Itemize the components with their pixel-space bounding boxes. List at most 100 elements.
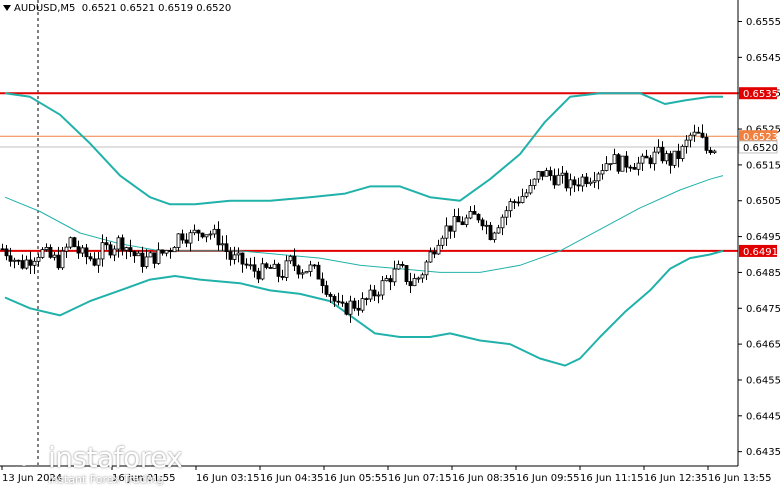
candle [512, 199, 517, 210]
candle [232, 246, 237, 265]
candle-body-bear [632, 167, 637, 170]
candle-body-bull [556, 174, 561, 186]
candle [472, 205, 477, 215]
candle-body-bull [680, 145, 685, 159]
candle-body-bull [308, 264, 313, 272]
candle-body-bull [640, 155, 645, 164]
candle [4, 244, 9, 261]
candle [368, 284, 373, 303]
candle-body-bull [360, 298, 365, 311]
candle-body-bear [16, 259, 21, 262]
y-tick-label: 0.6465 [746, 340, 781, 351]
candle [704, 133, 709, 154]
candle-body-bear [372, 289, 377, 297]
candle-body-bull [80, 247, 85, 254]
candle [164, 249, 169, 257]
candle [24, 255, 29, 270]
candle-body-bear [488, 224, 493, 241]
candle [8, 247, 13, 267]
candle [372, 285, 377, 301]
y-tick-label: 0.6505 [746, 196, 781, 207]
x-tick-label: 16 Jun 13:55 [708, 473, 772, 484]
candle-body-bear [76, 246, 81, 254]
candle [16, 259, 21, 266]
candle-body-bear [120, 237, 125, 251]
candle [428, 247, 433, 263]
candle-body-bull [588, 181, 593, 185]
candle-body-bear [540, 171, 545, 177]
candle [476, 213, 481, 223]
candle [544, 167, 549, 177]
candle-body-bear [644, 155, 649, 159]
candle [84, 243, 89, 265]
candle [168, 247, 173, 259]
candle [156, 242, 161, 265]
candle-body-bear [584, 176, 589, 185]
dropdown-triangle-icon[interactable] [3, 5, 11, 11]
price-label-level: 0.6535 [739, 87, 778, 100]
candle [284, 255, 289, 282]
candle [116, 235, 121, 258]
candle [568, 173, 573, 196]
candle [412, 273, 417, 287]
candle [652, 146, 657, 171]
candle-body-bear [292, 255, 297, 267]
candle-body-bear [264, 263, 269, 268]
candle-body-bear [456, 216, 461, 223]
candle-body-bull [464, 217, 469, 225]
candle-body-bear [356, 307, 361, 311]
candle-body-bull [544, 170, 549, 177]
candle-body-bull [32, 260, 37, 266]
candle [296, 264, 301, 279]
candle [540, 171, 545, 181]
x-tick-label: 16 Jun 07:15 [388, 473, 452, 484]
price-label-box [739, 130, 777, 143]
candle-body-bear [56, 254, 61, 269]
candle [580, 173, 585, 192]
candle [436, 239, 441, 255]
candle [196, 229, 201, 242]
x-tick-label: 16 Jun 04:35 [260, 473, 324, 484]
candle [376, 291, 381, 304]
candle-body-bull [436, 244, 441, 255]
candle-body-bull [124, 247, 129, 251]
candle-body-bull [692, 131, 697, 136]
candle [312, 264, 317, 269]
candle-body-bear [324, 285, 329, 295]
candle [408, 272, 413, 293]
candle [380, 275, 385, 300]
x-tick-label: 16 Jun 11:15 [580, 473, 644, 484]
candle-body-bear [84, 247, 89, 258]
candle [596, 171, 601, 190]
candle-body-bull [612, 154, 617, 165]
candle-body-bull [232, 254, 237, 260]
x-tick-label: 16 Jun 09:55 [516, 473, 580, 484]
candle [88, 252, 93, 262]
candle-body-bear [4, 248, 9, 257]
candle-body-bear [296, 265, 301, 275]
candle-body-bull [176, 233, 181, 248]
candle [304, 271, 309, 274]
candle [132, 250, 137, 263]
candle [548, 166, 553, 181]
candle [236, 247, 241, 263]
candle [464, 214, 469, 228]
price-label-current: 0.6520 [738, 140, 778, 154]
candle [324, 280, 329, 297]
candle-body-bull [520, 195, 525, 203]
candle [452, 208, 457, 238]
y-tick-label: 0.6495 [746, 232, 781, 243]
candle-body-bear [152, 252, 157, 264]
candle [52, 251, 57, 261]
candle [468, 206, 473, 220]
candle-body-bull [40, 249, 45, 258]
instaforex-logo-icon [5, 442, 43, 480]
candle-body-bear [240, 252, 245, 265]
candle [360, 292, 365, 313]
candle [220, 235, 225, 251]
candle [460, 216, 465, 226]
candle [104, 236, 109, 250]
candle [600, 164, 605, 180]
